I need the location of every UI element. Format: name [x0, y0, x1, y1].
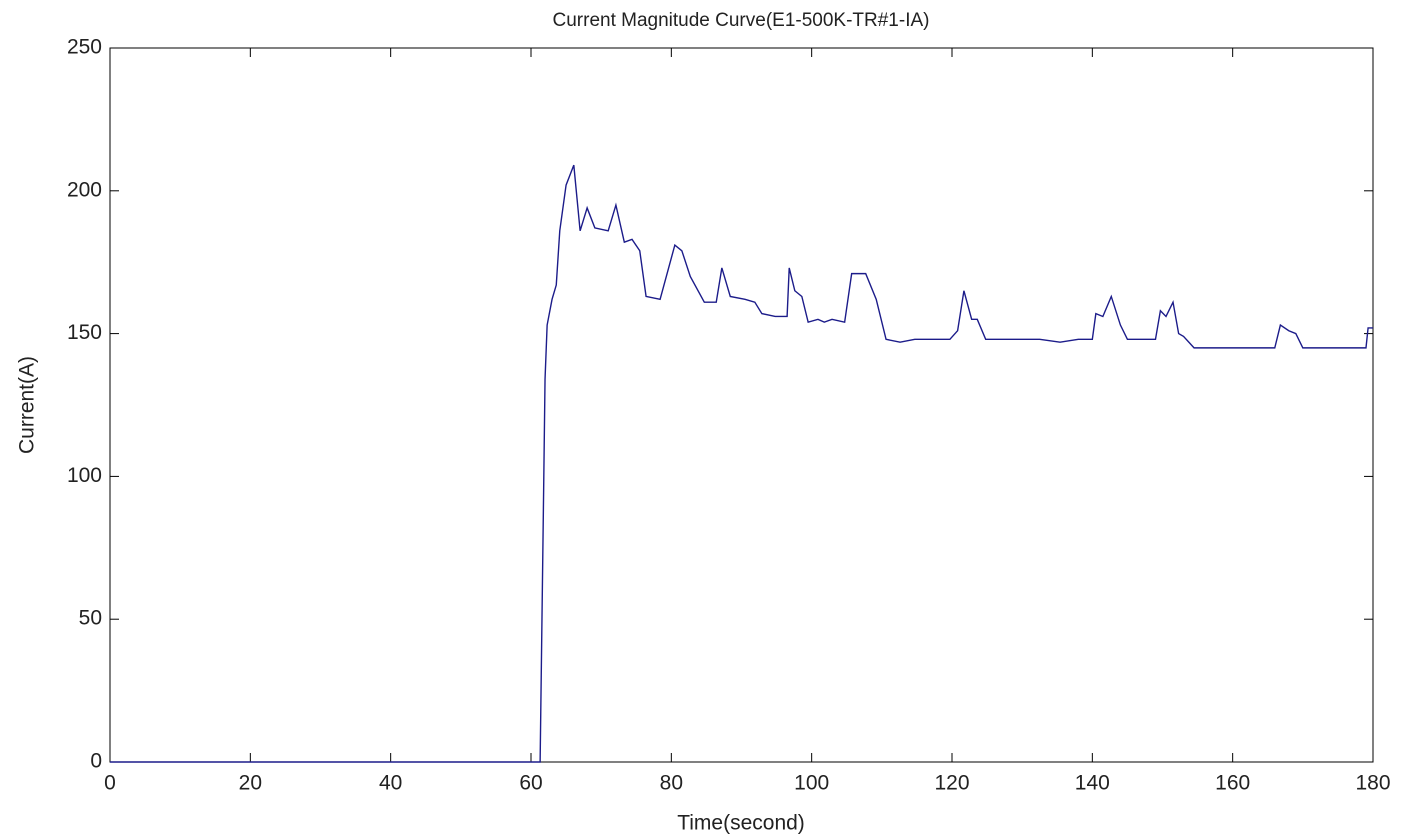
x-tick-label: 120 — [934, 772, 969, 795]
x-tick-label: 140 — [1075, 772, 1110, 795]
x-tick-label: 40 — [379, 772, 402, 795]
x-tick-label: 180 — [1355, 772, 1390, 795]
x-tick-label: 160 — [1215, 772, 1250, 795]
y-tick-label: 0 — [90, 750, 102, 773]
y-axis-label: Current(A) — [16, 356, 39, 454]
chart-title: Current Magnitude Curve(E1-500K-TR#1-IA) — [553, 10, 930, 31]
x-tick-label: 80 — [660, 772, 683, 795]
y-tick-label: 150 — [67, 321, 102, 344]
y-tick-label: 100 — [67, 464, 102, 487]
x-tick-label: 60 — [519, 772, 542, 795]
y-tick-label: 50 — [79, 607, 102, 630]
plot-frame — [109, 47, 1374, 763]
x-tick-label: 100 — [794, 772, 829, 795]
y-tick-label: 200 — [67, 178, 102, 201]
data-line — [110, 164, 1373, 763]
x-axis-label: Time(second) — [677, 812, 805, 835]
y-tick-label: 250 — [67, 36, 102, 59]
x-tick-label: 0 — [104, 772, 116, 795]
x-tick-label: 20 — [239, 772, 262, 795]
